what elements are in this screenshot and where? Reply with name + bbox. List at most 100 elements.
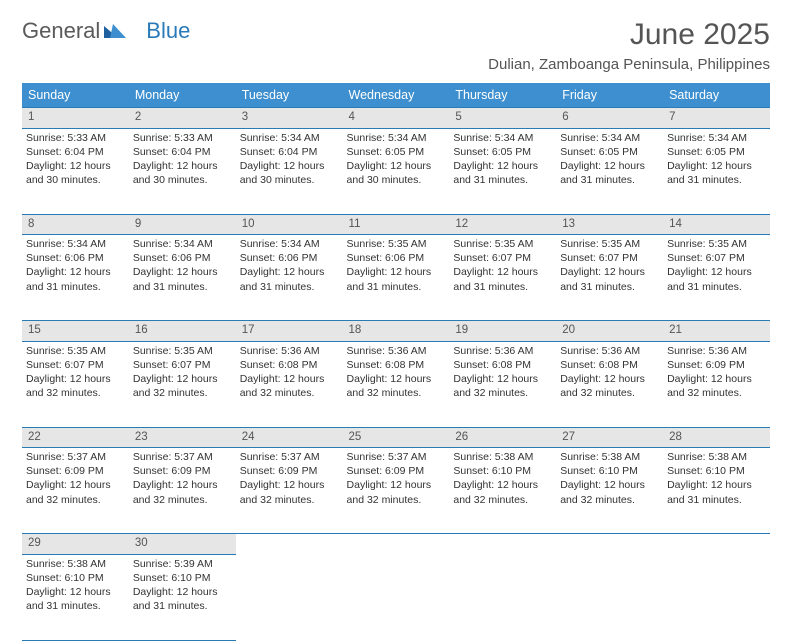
sunset-line: Sunset: 6:09 PM (26, 464, 125, 478)
day-number: 10 (236, 214, 343, 235)
day-header: Wednesday (343, 83, 450, 108)
day-cell: Sunrise: 5:35 AMSunset: 6:07 PMDaylight:… (129, 341, 236, 427)
sunrise-line: Sunrise: 5:34 AM (240, 131, 339, 145)
day-header: Saturday (663, 83, 770, 108)
sunrise-line: Sunrise: 5:35 AM (347, 237, 446, 251)
day-number: 26 (449, 427, 556, 448)
day-number: 1 (22, 108, 129, 129)
day-cell: Sunrise: 5:37 AMSunset: 6:09 PMDaylight:… (343, 448, 450, 534)
day-cell: Sunrise: 5:36 AMSunset: 6:08 PMDaylight:… (449, 341, 556, 427)
daylight-line: Daylight: 12 hours and 32 minutes. (240, 478, 339, 506)
day-cell: Sunrise: 5:34 AMSunset: 6:05 PMDaylight:… (663, 128, 770, 214)
sunrise-line: Sunrise: 5:35 AM (133, 344, 232, 358)
sunset-line: Sunset: 6:09 PM (347, 464, 446, 478)
sunset-line: Sunset: 6:06 PM (133, 251, 232, 265)
sunrise-line: Sunrise: 5:35 AM (667, 237, 766, 251)
daylight-line: Daylight: 12 hours and 32 minutes. (133, 372, 232, 400)
daylight-line: Daylight: 12 hours and 30 minutes. (240, 159, 339, 187)
daylight-line: Daylight: 12 hours and 32 minutes. (453, 372, 552, 400)
day-cell: Sunrise: 5:38 AMSunset: 6:10 PMDaylight:… (449, 448, 556, 534)
day-cell: Sunrise: 5:37 AMSunset: 6:09 PMDaylight:… (22, 448, 129, 534)
day-number: 3 (236, 108, 343, 129)
day-number: 5 (449, 108, 556, 129)
sunset-line: Sunset: 6:09 PM (240, 464, 339, 478)
week-number-row: 15161718192021 (22, 321, 770, 342)
day-cell: Sunrise: 5:36 AMSunset: 6:08 PMDaylight:… (343, 341, 450, 427)
week-number-row: 2930 (22, 534, 770, 555)
sunset-line: Sunset: 6:05 PM (560, 145, 659, 159)
sunrise-line: Sunrise: 5:37 AM (240, 450, 339, 464)
daylight-line: Daylight: 12 hours and 32 minutes. (667, 372, 766, 400)
day-number: 28 (663, 427, 770, 448)
sunset-line: Sunset: 6:08 PM (347, 358, 446, 372)
day-cell: Sunrise: 5:33 AMSunset: 6:04 PMDaylight:… (129, 128, 236, 214)
day-number: 6 (556, 108, 663, 129)
daylight-line: Daylight: 12 hours and 31 minutes. (667, 265, 766, 293)
daylight-line: Daylight: 12 hours and 32 minutes. (453, 478, 552, 506)
logo-triangle-icon (104, 18, 126, 44)
daylight-line: Daylight: 12 hours and 31 minutes. (26, 265, 125, 293)
daylight-line: Daylight: 12 hours and 32 minutes. (347, 372, 446, 400)
sunrise-line: Sunrise: 5:34 AM (26, 237, 125, 251)
sunset-line: Sunset: 6:08 PM (560, 358, 659, 372)
daylight-line: Daylight: 12 hours and 31 minutes. (667, 159, 766, 187)
day-number: 13 (556, 214, 663, 235)
day-number: 29 (22, 534, 129, 555)
sunrise-line: Sunrise: 5:35 AM (453, 237, 552, 251)
daylight-line: Daylight: 12 hours and 31 minutes. (453, 159, 552, 187)
week-number-row: 22232425262728 (22, 427, 770, 448)
sunset-line: Sunset: 6:05 PM (453, 145, 552, 159)
sunset-line: Sunset: 6:10 PM (133, 571, 232, 585)
brand-logo: General Blue (22, 18, 190, 44)
day-header: Friday (556, 83, 663, 108)
day-number: 7 (663, 108, 770, 129)
sunrise-line: Sunrise: 5:34 AM (240, 237, 339, 251)
sunset-line: Sunset: 6:07 PM (133, 358, 232, 372)
sunrise-line: Sunrise: 5:35 AM (560, 237, 659, 251)
sunrise-line: Sunrise: 5:36 AM (453, 344, 552, 358)
sunset-line: Sunset: 6:07 PM (667, 251, 766, 265)
day-cell: Sunrise: 5:34 AMSunset: 6:05 PMDaylight:… (556, 128, 663, 214)
day-number: 24 (236, 427, 343, 448)
header: General Blue June 2025 Dulian, Zamboanga… (22, 18, 770, 73)
day-cell: Sunrise: 5:34 AMSunset: 6:06 PMDaylight:… (129, 235, 236, 321)
sunset-line: Sunset: 6:05 PM (347, 145, 446, 159)
daylight-line: Daylight: 12 hours and 32 minutes. (560, 478, 659, 506)
daylight-line: Daylight: 12 hours and 31 minutes. (453, 265, 552, 293)
day-cell: Sunrise: 5:34 AMSunset: 6:06 PMDaylight:… (236, 235, 343, 321)
daylight-line: Daylight: 12 hours and 31 minutes. (133, 265, 232, 293)
day-header: Tuesday (236, 83, 343, 108)
week-content-row: Sunrise: 5:37 AMSunset: 6:09 PMDaylight:… (22, 448, 770, 534)
day-number: 19 (449, 321, 556, 342)
sunrise-line: Sunrise: 5:36 AM (667, 344, 766, 358)
sunrise-line: Sunrise: 5:39 AM (133, 557, 232, 571)
day-cell: Sunrise: 5:34 AMSunset: 6:06 PMDaylight:… (22, 235, 129, 321)
day-number: 16 (129, 321, 236, 342)
day-number: 23 (129, 427, 236, 448)
sunrise-line: Sunrise: 5:33 AM (26, 131, 125, 145)
sunrise-line: Sunrise: 5:34 AM (560, 131, 659, 145)
day-number: 12 (449, 214, 556, 235)
day-cell: Sunrise: 5:35 AMSunset: 6:07 PMDaylight:… (663, 235, 770, 321)
location-subtitle: Dulian, Zamboanga Peninsula, Philippines (488, 56, 770, 73)
daylight-line: Daylight: 12 hours and 31 minutes. (26, 585, 125, 613)
title-block: June 2025 Dulian, Zamboanga Peninsula, P… (488, 18, 770, 73)
sunset-line: Sunset: 6:04 PM (133, 145, 232, 159)
week-content-row: Sunrise: 5:34 AMSunset: 6:06 PMDaylight:… (22, 235, 770, 321)
day-number: 22 (22, 427, 129, 448)
week-content-row: Sunrise: 5:38 AMSunset: 6:10 PMDaylight:… (22, 554, 770, 640)
sunset-line: Sunset: 6:05 PM (667, 145, 766, 159)
sunrise-line: Sunrise: 5:36 AM (347, 344, 446, 358)
daylight-line: Daylight: 12 hours and 30 minutes. (133, 159, 232, 187)
daylight-line: Daylight: 12 hours and 31 minutes. (560, 159, 659, 187)
sunrise-line: Sunrise: 5:38 AM (667, 450, 766, 464)
sunset-line: Sunset: 6:07 PM (453, 251, 552, 265)
daylight-line: Daylight: 12 hours and 31 minutes. (133, 585, 232, 613)
day-cell: Sunrise: 5:33 AMSunset: 6:04 PMDaylight:… (22, 128, 129, 214)
day-number: 20 (556, 321, 663, 342)
day-header: Sunday (22, 83, 129, 108)
calendar-table: SundayMondayTuesdayWednesdayThursdayFrid… (22, 83, 770, 641)
day-cell: Sunrise: 5:36 AMSunset: 6:08 PMDaylight:… (236, 341, 343, 427)
day-cell: Sunrise: 5:39 AMSunset: 6:10 PMDaylight:… (129, 554, 236, 640)
day-header: Monday (129, 83, 236, 108)
